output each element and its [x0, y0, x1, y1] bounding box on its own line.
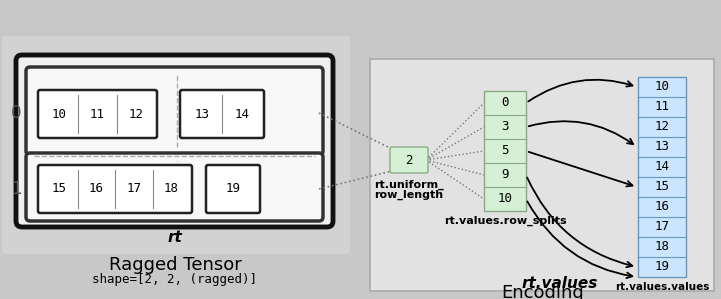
- FancyBboxPatch shape: [38, 165, 192, 213]
- FancyBboxPatch shape: [370, 59, 714, 291]
- Bar: [638, 77, 686, 277]
- Text: 15: 15: [655, 181, 670, 193]
- Text: 18: 18: [164, 182, 179, 196]
- Text: 17: 17: [126, 182, 141, 196]
- FancyBboxPatch shape: [206, 165, 260, 213]
- Text: 12: 12: [128, 108, 143, 120]
- Text: 2: 2: [405, 153, 412, 167]
- Text: 10: 10: [52, 108, 66, 120]
- Text: 10: 10: [655, 80, 670, 94]
- Text: Encoding: Encoding: [502, 284, 585, 299]
- Text: 13: 13: [195, 108, 210, 120]
- FancyBboxPatch shape: [16, 55, 333, 227]
- Text: rt.values: rt.values: [522, 275, 598, 291]
- Text: 19: 19: [226, 182, 241, 196]
- Text: row_length: row_length: [374, 190, 443, 200]
- Text: rt.uniform_: rt.uniform_: [374, 180, 444, 190]
- Text: 16: 16: [89, 182, 104, 196]
- Text: 13: 13: [655, 141, 670, 153]
- Text: 14: 14: [655, 161, 670, 173]
- Text: 3: 3: [501, 120, 509, 133]
- FancyBboxPatch shape: [38, 90, 157, 138]
- Text: 15: 15: [51, 182, 66, 196]
- Bar: [484, 91, 526, 211]
- Text: 17: 17: [655, 220, 670, 234]
- Text: 0: 0: [501, 97, 509, 109]
- Text: rt.values.row_splits: rt.values.row_splits: [443, 216, 566, 226]
- Text: rt.values.values: rt.values.values: [615, 282, 709, 292]
- Text: 0: 0: [11, 104, 21, 122]
- FancyBboxPatch shape: [26, 67, 323, 155]
- Text: 10: 10: [497, 193, 513, 205]
- Text: 14: 14: [234, 108, 249, 120]
- Text: 5: 5: [501, 144, 509, 158]
- FancyBboxPatch shape: [180, 90, 264, 138]
- FancyBboxPatch shape: [26, 153, 323, 221]
- Text: shape=[2, 2, (ragged)]: shape=[2, 2, (ragged)]: [92, 272, 257, 286]
- Text: 1: 1: [11, 180, 22, 198]
- Text: 12: 12: [655, 120, 670, 133]
- FancyBboxPatch shape: [390, 147, 428, 173]
- Text: 16: 16: [655, 201, 670, 213]
- Text: rt: rt: [167, 230, 182, 245]
- Text: 9: 9: [501, 169, 509, 181]
- FancyBboxPatch shape: [2, 36, 350, 254]
- Text: 11: 11: [655, 100, 670, 114]
- Text: 18: 18: [655, 240, 670, 254]
- Text: 11: 11: [90, 108, 105, 120]
- Text: 19: 19: [655, 260, 670, 274]
- Text: Ragged Tensor: Ragged Tensor: [109, 256, 242, 274]
